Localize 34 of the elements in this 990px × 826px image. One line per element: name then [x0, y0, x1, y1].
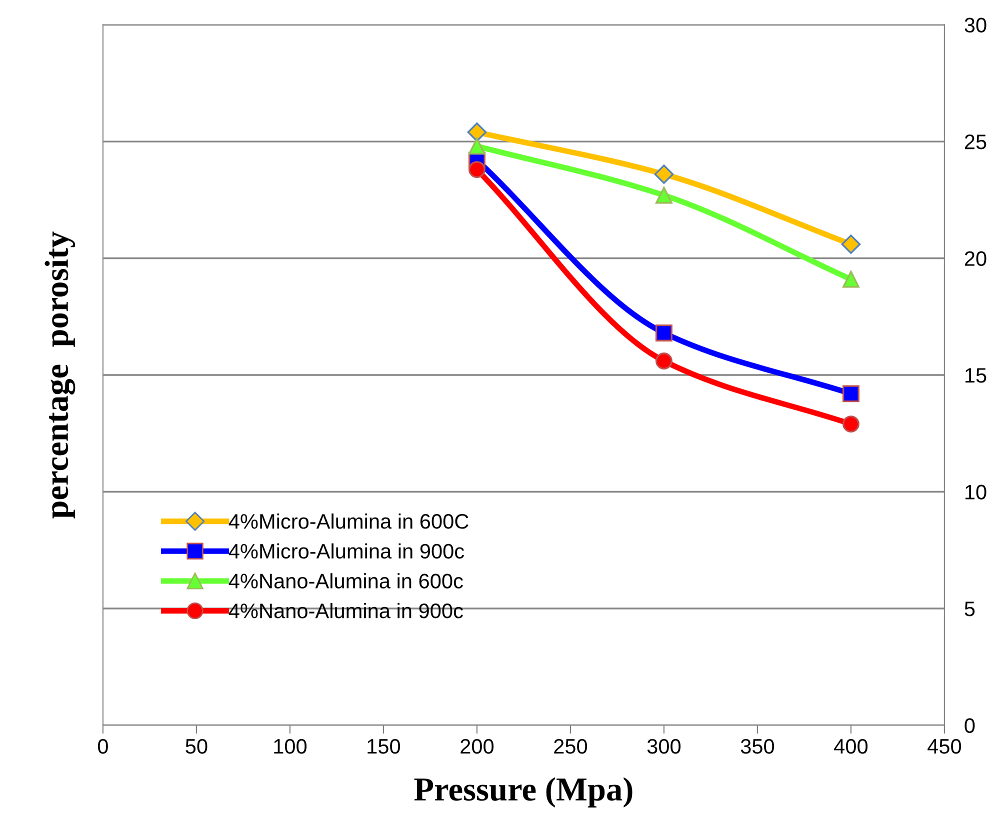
y-axis-title: percentage porosity — [44, 232, 76, 518]
point — [841, 234, 861, 254]
point — [655, 324, 672, 342]
point — [467, 122, 487, 142]
point — [468, 138, 486, 155]
x-tick-label: 100 — [274, 738, 307, 754]
x-tick-label: 300 — [647, 738, 681, 754]
point — [654, 164, 674, 184]
legend-label: 4%Nano-Alumina in 900c — [228, 603, 463, 618]
y-tick-label: 15 — [965, 368, 986, 383]
point — [468, 161, 486, 178]
x-tick-label: 350 — [740, 738, 774, 754]
y-tick-label: 10 — [965, 484, 986, 500]
point — [842, 416, 860, 433]
point — [842, 270, 860, 288]
x-tick-label: 250 — [554, 738, 588, 754]
legend-label: 4%Micro-Alumina in 600C — [228, 513, 468, 529]
x-tick-label: 50 — [186, 738, 208, 754]
y-tick-label: 5 — [964, 602, 975, 616]
x-tick-label: 450 — [928, 738, 962, 754]
x-tick-label: 200 — [460, 738, 494, 754]
x-tick-label: 0 — [98, 738, 108, 754]
x-axis-title: Pressure (Mpa) — [414, 777, 632, 808]
y-tick-label: 20 — [964, 251, 986, 266]
y-tick-label: 25 — [964, 134, 986, 150]
x-tick-label: 400 — [834, 738, 868, 754]
legend-label: 4%Nano-Alumina in 600c — [228, 573, 463, 588]
x-tick-label: 150 — [368, 738, 400, 754]
point — [655, 352, 672, 370]
y-tick-label: 0 — [964, 718, 975, 733]
y-tick-label: 30 — [964, 18, 986, 33]
point — [842, 385, 860, 402]
legend-label: 4%Micro-Alumina in 900c — [228, 543, 464, 559]
point — [655, 186, 672, 204]
